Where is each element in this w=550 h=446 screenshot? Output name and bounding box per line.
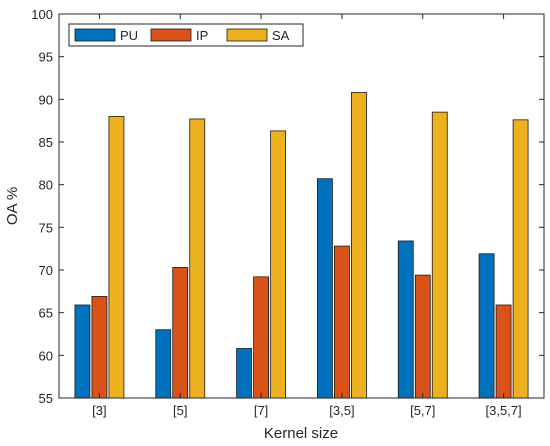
y-tick-label: 55 xyxy=(39,391,53,406)
bar-ip-4 xyxy=(414,274,431,399)
x-tick-label: [3,5] xyxy=(329,403,354,418)
bar-sa-2 xyxy=(270,130,286,399)
legend-swatch-sa xyxy=(226,28,268,42)
x-tick-label: [5,7] xyxy=(410,403,435,418)
bar-ip-1 xyxy=(172,267,189,399)
bar-pu-1 xyxy=(155,329,172,399)
y-tick-label: 80 xyxy=(39,178,53,193)
bar-sa-4 xyxy=(431,111,448,399)
y-tick-label: 100 xyxy=(31,7,53,22)
legend-label-sa: SA xyxy=(272,28,290,43)
y-axis-title: OA % xyxy=(4,187,21,225)
bar-ip-3 xyxy=(334,245,350,399)
x-axis-ticks: [3] [5] [7] [3,5] [5,7] [3,5,7] xyxy=(92,14,522,418)
bar-sa-1 xyxy=(189,118,206,399)
x-tick-label: [5] xyxy=(173,403,187,418)
legend-label-pu: PU xyxy=(120,28,138,43)
bar-sa-5 xyxy=(512,119,529,399)
bar-sa-0 xyxy=(108,116,125,399)
bar-pu-3 xyxy=(317,178,333,399)
bars-group xyxy=(74,92,529,399)
bar-pu-2 xyxy=(236,348,252,399)
y-tick-label: 85 xyxy=(39,135,53,150)
legend: PU IP SA xyxy=(68,23,304,47)
x-tick-label: [3] xyxy=(92,403,106,418)
y-tick-label: 70 xyxy=(39,263,53,278)
bar-ip-5 xyxy=(495,304,512,399)
legend-label-ip: IP xyxy=(196,28,208,43)
bar-pu-5 xyxy=(478,253,495,399)
x-tick-label: [7] xyxy=(254,403,268,418)
y-axis-ticks: 55 60 65 70 75 80 85 90 95 100 xyxy=(31,7,544,406)
legend-swatch-pu xyxy=(74,28,116,42)
bar-pu-0 xyxy=(74,304,91,399)
y-tick-label: 75 xyxy=(39,220,53,235)
legend-swatch-ip xyxy=(150,28,192,42)
x-axis-title: Kernel size xyxy=(264,425,338,442)
bar-ip-2 xyxy=(253,276,269,399)
bar-pu-4 xyxy=(397,240,414,399)
x-tick-label: [3,5,7] xyxy=(486,403,522,418)
plot-area xyxy=(58,13,545,399)
bar-ip-0 xyxy=(91,296,108,399)
y-tick-label: 65 xyxy=(39,306,53,321)
y-tick-label: 90 xyxy=(39,92,53,107)
y-tick-label: 95 xyxy=(39,50,53,65)
y-tick-label: 60 xyxy=(39,348,53,363)
bar-sa-3 xyxy=(351,92,367,399)
